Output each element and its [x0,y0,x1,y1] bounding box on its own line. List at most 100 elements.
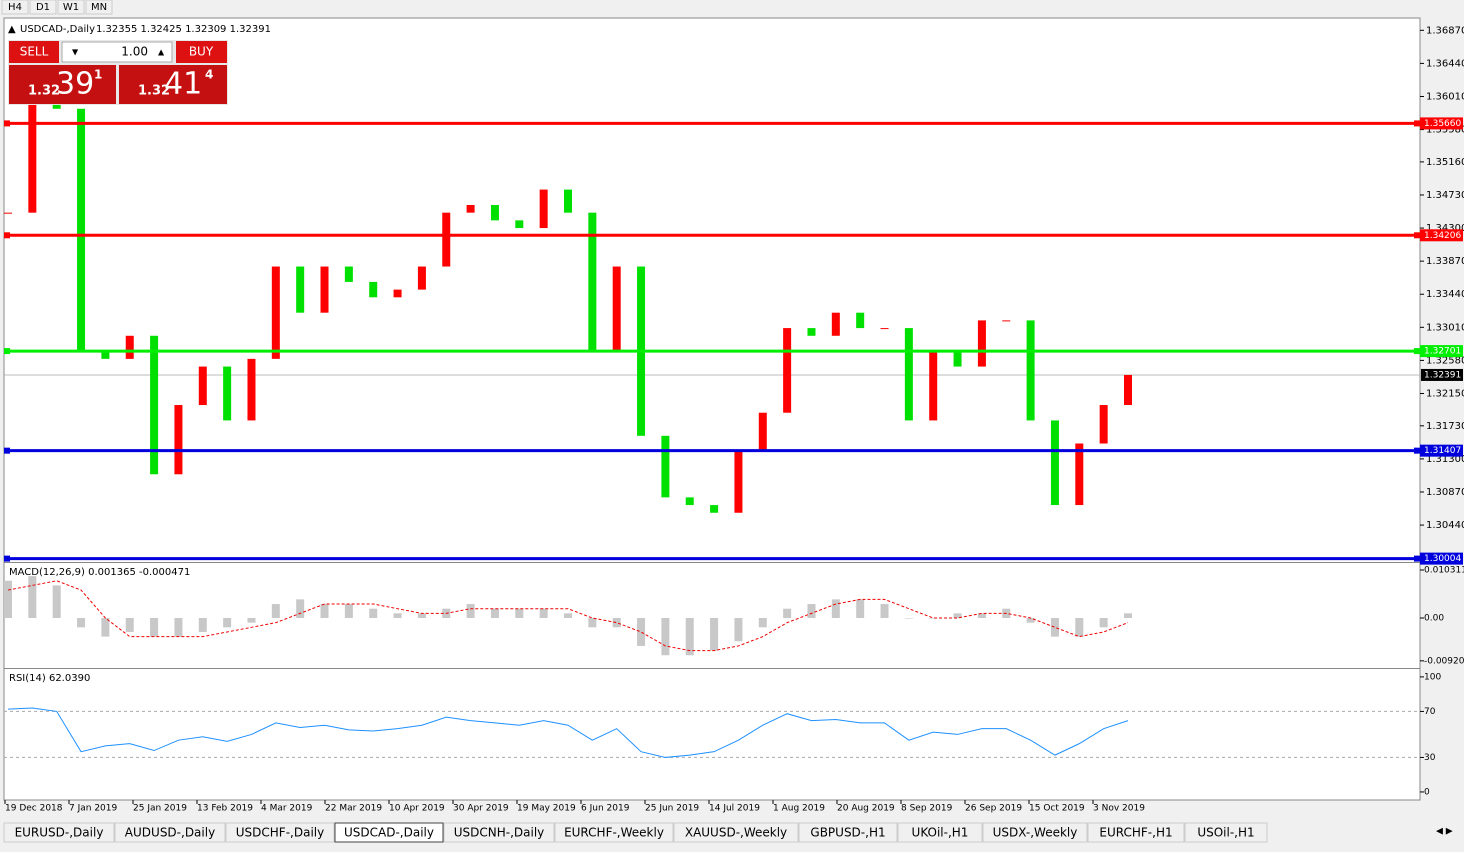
candle [247,358,256,421]
candle [369,281,378,298]
tab-label: USDCAD-,Daily [344,826,434,840]
symbol-tab[interactable] [798,822,898,843]
period-button[interactable] [57,0,85,15]
period-label: D1 [36,2,50,13]
macd-signal [7,580,1129,652]
buy-button[interactable] [176,41,227,63]
x-tick-label: 19 May 2019 [517,804,576,814]
y-tick-label: 1.35160 [1426,157,1464,168]
level-anchor [4,555,10,562]
candle [125,335,134,359]
tab-label: GBPUSD-,H1 [810,826,885,840]
macd-bar [612,618,621,628]
symbol-tab[interactable] [3,822,115,843]
x-tick-label: 22 Mar 2019 [325,804,382,814]
y-tick-label: 1.36010 [1426,91,1464,102]
ask-frac: 4 [205,68,213,82]
sell-button[interactable] [9,41,59,63]
symbol-tab[interactable] [1184,822,1268,843]
candle [52,104,61,109]
y-tick-label: 1.36870 [1426,25,1464,36]
symbol-tab[interactable] [982,822,1088,843]
x-tick-label: 19 Dec 2018 [5,804,63,814]
candle [28,104,37,213]
macd-bar [539,608,548,619]
candle [904,328,913,421]
period-label: H4 [8,2,22,13]
candle [758,412,767,452]
y-tick-label: 1.31730 [1426,421,1464,432]
macd-bar [1050,618,1059,637]
candle [734,451,743,513]
period-button[interactable] [29,0,57,15]
y-tick-label: -0.009203 [1424,656,1464,666]
ask-box[interactable] [119,65,227,104]
symbol-tab[interactable] [1087,822,1185,843]
macd-bar [320,604,329,619]
macd-bar [28,576,37,619]
macd-bar [369,608,378,619]
candle [588,212,597,352]
symbol-tab[interactable] [334,822,444,843]
y-tick-label: 1.32580 [1426,355,1464,366]
macd-bar [1124,613,1132,619]
candle [198,366,207,406]
x-tick-label: 25 Jun 2019 [645,804,699,814]
macd-bar [564,613,572,619]
symbol-tab[interactable] [443,822,555,843]
period-button[interactable] [85,0,113,15]
level-anchor [4,120,10,127]
bid-box[interactable] [9,65,116,104]
macd-bar [223,618,232,628]
chart-symbol: USDCAD-,Daily [20,24,95,35]
macd-bar [734,618,743,642]
symbol-tab[interactable] [554,822,674,843]
lots-input[interactable] [61,41,173,63]
current-price-box [1421,368,1463,381]
ask-pips: 41 [164,67,202,102]
level-label-box [1420,345,1463,358]
y-tick-label: 0.010311 [1424,566,1464,576]
macd-bar [977,613,986,619]
symbol-tab[interactable] [897,822,983,843]
candle [442,212,451,267]
period-button[interactable] [1,0,29,15]
level-label: 1.30004 [1424,554,1461,564]
symbol-tab[interactable] [225,822,335,843]
rsi-line [7,707,1129,758]
buy-text: BUY [189,45,214,59]
macd-bar [588,618,597,628]
candle [953,351,962,367]
x-tick-label: 15 Oct 2019 [1029,804,1085,814]
macd-bar [150,618,159,637]
macd-bar [637,618,646,646]
level-anchor [4,348,10,355]
candle [4,212,12,214]
macd-bar [685,618,694,656]
y-tick-label: 1.33010 [1426,322,1464,333]
candle [271,266,280,359]
level-label-box [1420,117,1463,130]
tab-scroll[interactable]: ◀ ▶ [1436,827,1453,837]
period-label: MN [91,2,107,13]
tab-label: EURCHF-,Weekly [564,826,664,840]
macd-label: MACD(12,26,9) 0.001365 -0.000471 [9,567,190,578]
y-tick-label: 1.32150 [1426,388,1464,399]
symbol-tab[interactable] [114,822,226,843]
y-tick-label: 1.33440 [1426,289,1464,300]
level-anchor [1414,348,1420,355]
macd-bar [1099,618,1108,628]
x-tick-label: 30 Apr 2019 [453,804,509,814]
symbol-tab[interactable] [673,822,799,843]
tab-label: USDCHF-,Daily [236,826,324,840]
tab-label: EURCHF-,H1 [1099,826,1172,840]
candle [783,328,792,413]
spin-up: ▲ [158,48,165,57]
candle [77,108,86,352]
bid-big: 1.32 [28,84,60,99]
bid-frac: 1 [94,68,102,82]
macd-bar [52,585,61,619]
level-label-box [1420,229,1463,242]
current-price-label: 1.32391 [1424,370,1461,380]
macd-bar [198,618,207,632]
